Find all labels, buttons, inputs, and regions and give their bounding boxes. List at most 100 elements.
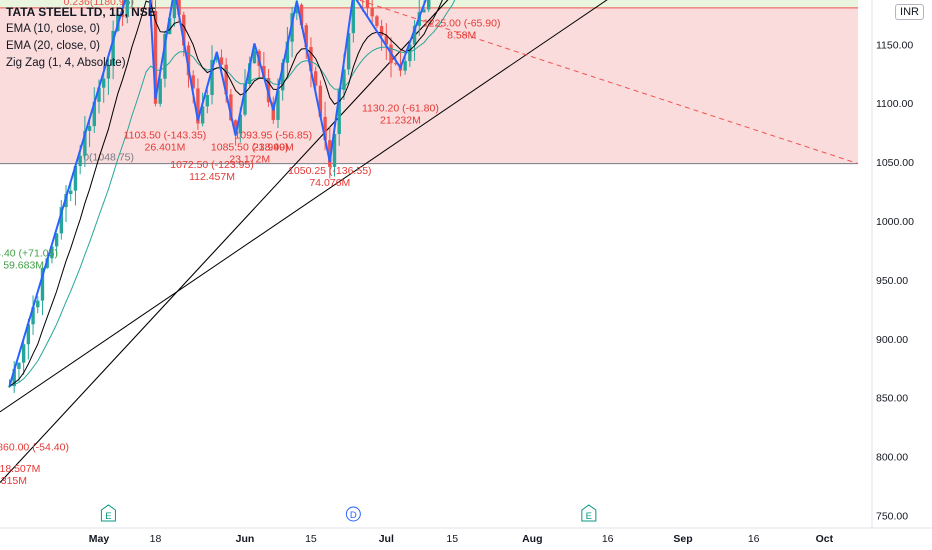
x-tick-label: 16	[602, 533, 614, 545]
candle-body	[219, 57, 224, 65]
y-tick-label: 1100.00	[876, 98, 913, 110]
pivot-volume: 21.949M	[253, 142, 294, 154]
x-tick-label: May	[89, 533, 110, 545]
candle-body	[328, 140, 332, 167]
candle-body	[370, 7, 374, 17]
legend-ema20[interactable]: EMA (20, close, 0)	[6, 40, 100, 52]
candle-body	[177, 0, 181, 15]
candle-body	[172, 0, 177, 19]
candle-body	[26, 324, 31, 345]
candle-body	[210, 59, 214, 96]
candle-body	[394, 63, 398, 65]
zigzag-line	[8, 0, 427, 387]
candle-body	[12, 368, 16, 387]
pivot-label: 1050.25 (-136.55)	[288, 165, 371, 177]
candle-body	[50, 246, 54, 259]
dividend-marker	[345, 506, 361, 522]
candle-body	[318, 85, 323, 117]
candle-body	[191, 75, 195, 89]
candle-body	[252, 51, 257, 64]
fib-band	[0, 7, 858, 164]
x-tick-label: Sep	[673, 533, 692, 545]
candle-body	[337, 89, 341, 135]
candle-body	[78, 155, 82, 166]
candle-body	[271, 102, 275, 120]
y-tick-label: 1000.00	[876, 216, 914, 228]
legend-zigzag[interactable]: Zig Zag (1, 4, Absolute)	[6, 57, 126, 69]
candle-body	[285, 41, 290, 63]
fib-retracement: 1(1608.55)0.786(1488.75)0.618(1394.75)0.…	[0, 0, 858, 165]
legend-title: TATA STEEL LTD, 1D, NSE	[6, 5, 156, 19]
candle-body	[427, 0, 431, 10]
legend-ema10[interactable]: EMA (10, close, 0)	[6, 23, 100, 35]
pivot-volume: 74.076M	[309, 177, 350, 189]
trendline-dashed	[357, 0, 859, 165]
x-tick-label: 15	[305, 533, 317, 545]
candle-body	[346, 33, 351, 70]
candle-body	[384, 35, 389, 45]
fib-level-label: 0(1048.75)	[83, 152, 134, 164]
candle-body	[422, 9, 426, 13]
candle-body	[342, 69, 346, 90]
y-tick-label: 750.00	[876, 511, 908, 523]
candle-body	[40, 267, 45, 301]
pivot-label: 14.40 (+71.05)	[0, 247, 58, 259]
trendline-lower	[0, 0, 449, 483]
y-tick-label: 950.00	[876, 275, 908, 287]
pivot-label: 860.00 (-54.40)	[0, 442, 69, 454]
candle-body	[323, 116, 327, 141]
candle-body	[351, 0, 356, 34]
x-tick-label: Oct	[816, 533, 834, 545]
pivot-label: 5 (-118.507M	[0, 463, 40, 475]
candle-body	[238, 114, 242, 134]
candle-body	[403, 61, 407, 71]
pivot-volume: 26.401M	[145, 142, 186, 154]
candle-body	[229, 94, 233, 121]
pivot-label: 1072.50 (-123.95)	[170, 159, 253, 171]
currency-badge[interactable]: INR	[895, 4, 924, 20]
candle-body	[92, 101, 96, 127]
pivot-label: 1225.00 (-65.90)	[423, 18, 501, 30]
trendline-support	[0, 0, 608, 413]
candle-body	[69, 190, 73, 195]
candle-body	[73, 165, 78, 191]
candle-body	[243, 84, 247, 115]
candle-body	[167, 18, 172, 35]
candle-body	[125, 0, 129, 17]
x-tick-label: 15	[446, 533, 458, 545]
earnings-marker-label: E	[105, 511, 111, 522]
pivot-volume: 8.315M	[0, 475, 27, 487]
pivot-annotations: 1534.50 (+167.30)81.563M1481.80 (+256.80…	[0, 18, 501, 487]
fib-level-label: 0.236(1180.95)	[64, 0, 134, 8]
candle-body	[224, 64, 228, 95]
candle-body	[276, 90, 280, 120]
candle-body	[17, 362, 21, 369]
candle-body	[106, 65, 111, 79]
candle-body	[186, 45, 191, 76]
candle-body	[280, 62, 285, 91]
x-tick-label: Aug	[522, 533, 542, 545]
candle-body	[205, 95, 210, 107]
candle-body	[332, 134, 337, 167]
ema20-line	[9, 0, 456, 387]
dividend-marker-label: D	[350, 510, 357, 521]
y-tick-label: 1050.00	[876, 157, 914, 169]
candle-body	[182, 14, 186, 46]
candle-body	[21, 344, 26, 363]
candle-body	[299, 4, 304, 26]
candle-body	[97, 87, 101, 102]
candle-body	[248, 63, 252, 85]
pivot-volume: 8.58M	[447, 30, 476, 42]
candle-body	[196, 88, 200, 124]
ema10-line	[9, 0, 443, 387]
candle-body	[215, 57, 219, 60]
candle-body	[120, 14, 125, 17]
candle-body	[262, 65, 266, 78]
y-tick-label: 900.00	[876, 334, 908, 346]
candle-body	[87, 126, 92, 131]
candle-body	[233, 120, 238, 134]
candle-body	[365, 0, 370, 8]
candle-body	[158, 78, 162, 104]
